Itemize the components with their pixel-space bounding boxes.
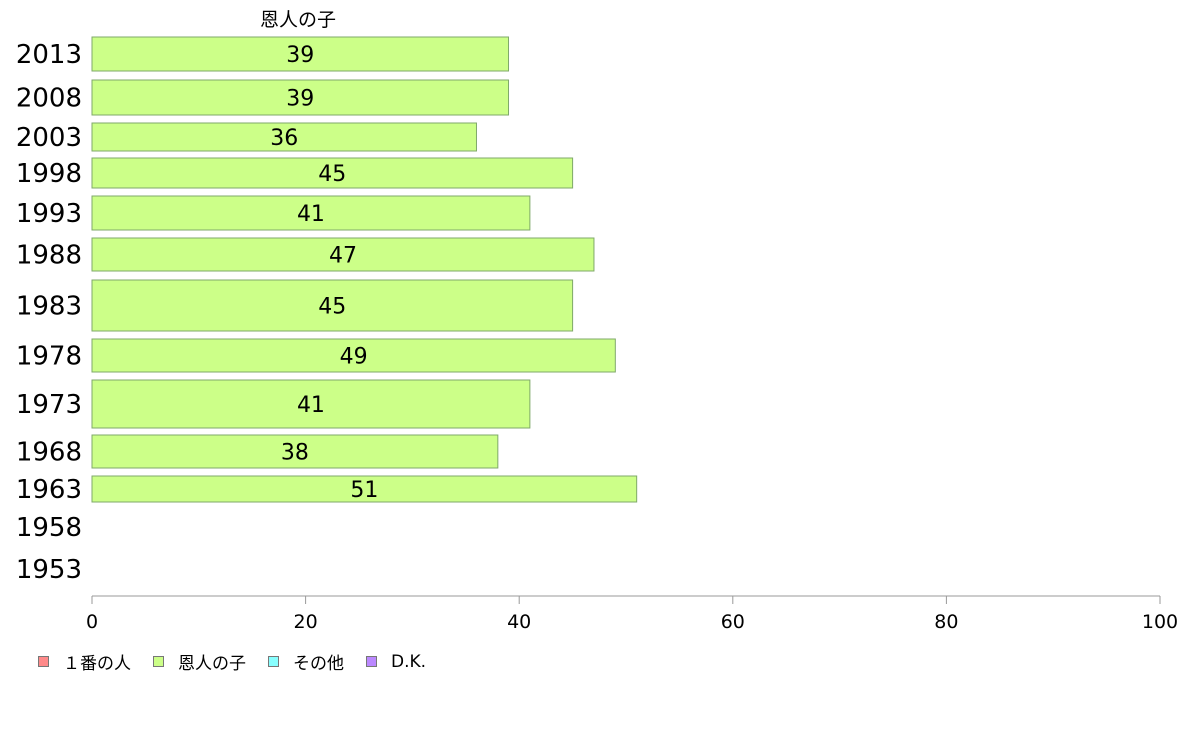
legend-label: １番の人 — [63, 654, 131, 674]
bar — [91, 237, 595, 272]
y-tick-label: 1993 — [16, 199, 82, 229]
x-axis-ticks: 0 20 40 60 80 100 — [86, 596, 1178, 633]
bar-data-label: 51 — [350, 478, 378, 503]
bar — [91, 434, 499, 469]
chart-title: 恩人の子 — [260, 9, 336, 31]
y-tick-label: 1958 — [16, 513, 82, 543]
bar — [91, 379, 531, 429]
x-tick-label: 60 — [721, 611, 745, 633]
legend-label: 恩人の子 — [178, 654, 246, 674]
y-tick-label: 2008 — [16, 84, 82, 114]
x-tick-label: 40 — [507, 611, 531, 633]
bar-data-label: 39 — [286, 87, 314, 112]
bar-data-label: 41 — [297, 393, 325, 418]
bar — [91, 195, 531, 231]
bar — [91, 157, 574, 189]
legend-label: D.K. — [391, 651, 427, 672]
bar-data-label: 49 — [340, 345, 368, 370]
bar-data-label: 39 — [286, 43, 314, 68]
y-tick-label: 1963 — [16, 475, 82, 505]
y-tick-label: 1968 — [16, 438, 82, 468]
legend-swatch — [366, 656, 377, 667]
bar-data-label: 45 — [318, 162, 346, 187]
y-tick-label: 2003 — [16, 123, 82, 153]
legend-item: 恩人の子 — [153, 649, 246, 674]
y-tick-label: 1988 — [16, 241, 82, 271]
bar — [91, 475, 638, 503]
bar — [91, 122, 477, 152]
legend-swatch — [38, 656, 49, 667]
bar-data-label: 36 — [270, 126, 298, 151]
legend-label: その他 — [293, 654, 344, 674]
bar — [91, 79, 510, 116]
y-tick-label: 1978 — [16, 342, 82, 372]
legend-item: D.K. — [366, 652, 426, 672]
legend-item: その他 — [268, 649, 344, 674]
y-axis-labels: 2013 2008 2003 1998 1993 1988 1983 1978 1973 1968… — [16, 40, 82, 585]
bar-data-label: 45 — [318, 295, 346, 320]
legend: １番の人 恩人の子 その他 D.K. — [38, 649, 448, 674]
bar — [91, 36, 510, 72]
y-tick-label: 1998 — [16, 159, 82, 189]
legend-swatch — [153, 656, 164, 667]
y-tick-label: 1953 — [16, 555, 82, 585]
legend-item: １番の人 — [38, 649, 131, 674]
x-tick-label: 20 — [294, 611, 318, 633]
x-tick-label: 0 — [86, 611, 98, 633]
y-tick-label: 1973 — [16, 390, 82, 420]
y-tick-label: 2013 — [16, 40, 82, 70]
bar — [91, 279, 574, 332]
bar — [91, 338, 616, 373]
x-tick-label: 80 — [934, 611, 958, 633]
bar-data-label: 47 — [329, 244, 357, 269]
bar-data-label: 41 — [297, 202, 325, 227]
x-tick-label: 100 — [1142, 611, 1178, 633]
bar-data-label: 38 — [281, 441, 309, 466]
legend-swatch — [268, 656, 279, 667]
y-tick-label: 1983 — [16, 292, 82, 322]
